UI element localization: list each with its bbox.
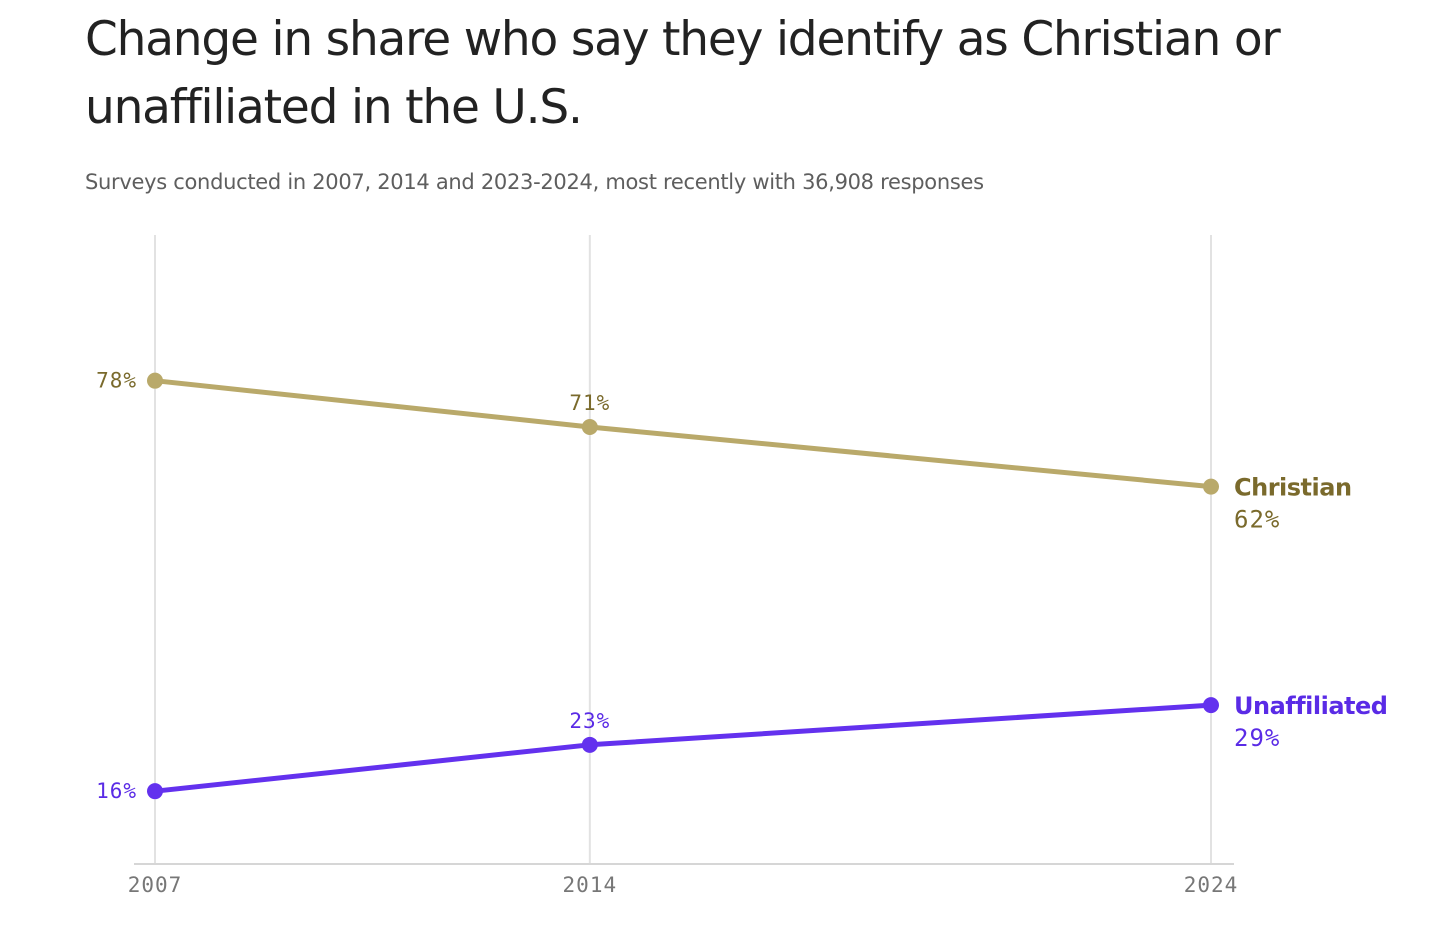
christian-label-2007: 78% (96, 369, 137, 393)
chart-title: Change in share who say they identify as… (85, 12, 1281, 135)
data-labels: 78% 71% Christian 62% 16% 23% Unaffiliated 29% (96, 369, 1388, 804)
x-tick-label-2024: 2024 (1184, 873, 1239, 897)
unaffiliated-label-2024: 29% (1234, 724, 1280, 752)
unaffiliated-point-2024 (1203, 697, 1219, 714)
unaffiliated-label-2007: 16% (96, 779, 137, 803)
christian-point-2007 (147, 372, 163, 389)
unaffiliated-point-2014 (581, 736, 598, 753)
christian-label-2024: 62% (1234, 506, 1280, 534)
unaffiliated-series-name: Unaffiliated (1234, 692, 1387, 720)
grid-lines (154, 235, 1212, 864)
x-tick-label-2014: 2014 (563, 873, 618, 897)
unaffiliated-line (152, 702, 1214, 794)
christian-point-2014 (581, 419, 598, 436)
christian-label-2014: 71% (569, 391, 610, 415)
unaffiliated-point-2007 (147, 783, 163, 800)
christian-point-2024 (1203, 478, 1219, 495)
christian-line (152, 378, 1214, 490)
series-group (147, 372, 1219, 800)
x-tick-label-2007: 2007 (128, 873, 183, 897)
unaffiliated-label-2014: 23% (569, 709, 610, 733)
x-axis-ticks: 2007 2014 2024 (128, 873, 1239, 897)
chart-subtitle: Surveys conducted in 2007, 2014 and 2023… (85, 170, 984, 194)
christian-series-name: Christian (1234, 474, 1352, 502)
